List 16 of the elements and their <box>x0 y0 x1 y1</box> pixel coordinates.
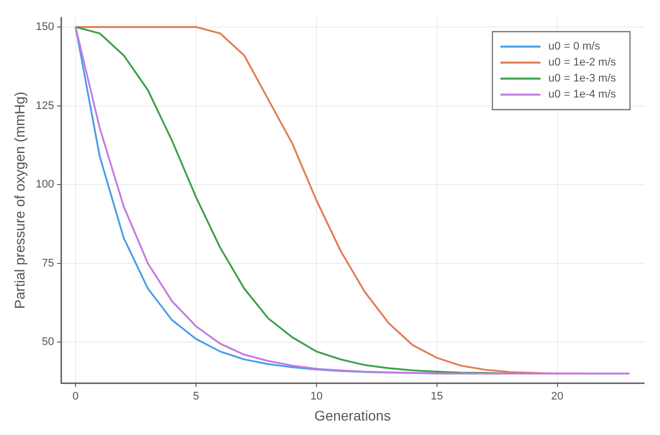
y-axis-title: Partial pressure of oxygen (mmHg) <box>11 92 28 309</box>
x-tick-label: 20 <box>551 390 564 403</box>
y-tick-label: 75 <box>42 257 54 270</box>
y-tick-label: 150 <box>36 21 54 34</box>
legend-label: u0 = 1e-4 m/s <box>548 88 616 101</box>
x-tick-label: 5 <box>192 390 200 403</box>
x-tick-label: 0 <box>72 390 79 403</box>
y-tick-label: 50 <box>42 336 54 348</box>
legend-label: u0 = 0 m/s <box>548 40 601 53</box>
x-tick-label: 10 <box>310 390 323 403</box>
y-tick-label: 125 <box>36 100 54 112</box>
y-tick-label: 100 <box>36 178 54 191</box>
legend-label: u0 = 1e-2 m/s <box>548 56 616 69</box>
legend-label: u0 = 1e-3 m/s <box>548 72 616 85</box>
x-axis-title: Generations <box>314 407 391 424</box>
x-tick-label: 15 <box>430 390 443 403</box>
